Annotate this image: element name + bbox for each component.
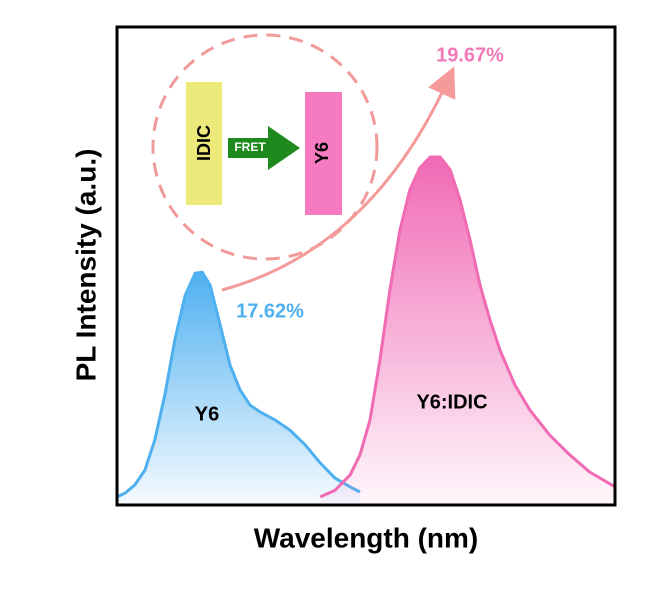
series-label: Y6:IDIC [416, 391, 487, 413]
series-label: Y6 [195, 403, 219, 425]
acceptor-label: Y6 [312, 142, 332, 164]
inset-circle [151, 33, 379, 261]
fret-arrow [228, 126, 300, 170]
y6-plqy: 17.62% [236, 300, 304, 322]
line [319, 155, 616, 499]
area-fill [320, 157, 615, 505]
increase-arrow [221, 66, 456, 292]
donor-label: IDIC [194, 125, 214, 161]
plot-frame [115, 25, 617, 507]
acceptor-bar [305, 92, 342, 215]
y-axis-label: PL Intensity (a.u.) [70, 149, 101, 382]
donor-bar [186, 82, 222, 205]
blend-plqy: 19.67% [436, 44, 504, 66]
fret-label: FRET [234, 140, 266, 154]
line [116, 270, 361, 499]
x-axis-label: Wavelength (nm) [254, 522, 479, 553]
